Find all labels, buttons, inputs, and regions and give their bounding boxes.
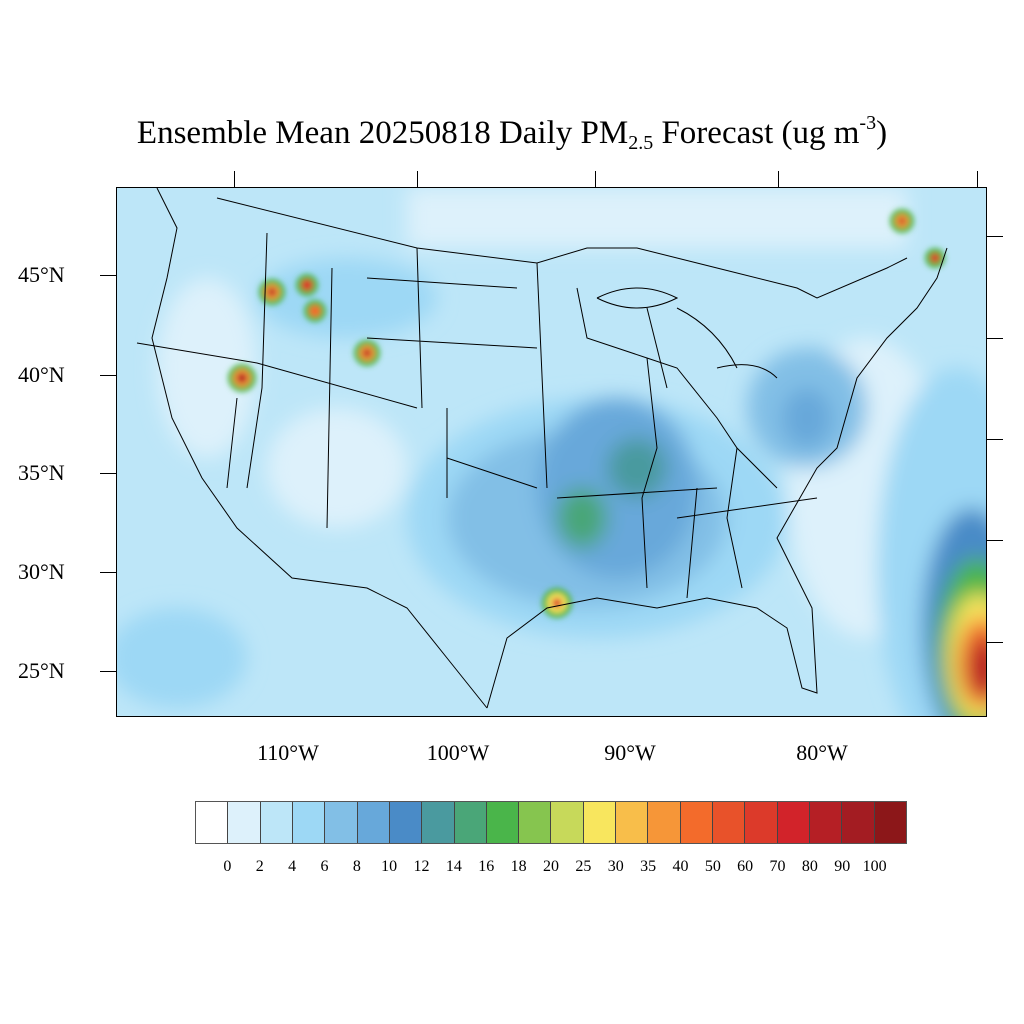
colorbar-level-label: 14 <box>445 858 462 875</box>
colorbar-swatch <box>874 802 906 843</box>
lat-label-45n: 45°N <box>18 262 65 287</box>
colorbar-level-label: 4 <box>288 858 297 875</box>
colorbar-swatch <box>519 802 552 843</box>
colorbar-level-label: 10 <box>381 858 398 875</box>
title-text-units: Forecast (ug m <box>653 115 860 151</box>
lat-label-30n: 30°N <box>18 559 65 584</box>
title-close: ) <box>876 115 888 151</box>
concentration-regions <box>117 188 986 716</box>
left-tick <box>100 473 116 474</box>
colorbar-level-label: 40 <box>672 858 689 875</box>
top-tick <box>595 171 596 187</box>
colorbar-swatch <box>389 802 423 843</box>
colorbar-swatch <box>260 802 293 843</box>
colorbar-level-label: 80 <box>801 858 818 875</box>
map-title: Ensemble Mean 20250818 Daily PM2.5 Forec… <box>0 112 1024 155</box>
colorbar-swatch <box>842 802 875 843</box>
colorbar-swatch <box>196 802 229 843</box>
right-tick <box>987 540 1003 541</box>
coastlines-and-borders <box>136 188 948 709</box>
colorbar-swatch <box>648 802 681 843</box>
colorbar-level-label: 18 <box>510 858 527 875</box>
pm25-field <box>117 188 986 716</box>
colorbar-level-label: 2 <box>255 858 264 875</box>
colorbar-swatch <box>357 802 390 843</box>
colorbar-swatch <box>292 802 326 843</box>
colorbar-swatch <box>454 802 487 843</box>
map-panel <box>116 187 987 717</box>
colorbar-level-label: 6 <box>320 858 329 875</box>
colorbar-level-label: 35 <box>640 858 657 875</box>
right-tick <box>987 236 1003 237</box>
colorbar-swatch <box>777 802 810 843</box>
colorbar-swatch <box>551 802 584 843</box>
colorbar-level-label: 20 <box>543 858 559 875</box>
title-text: Ensemble Mean 20250818 Daily PM <box>136 115 629 151</box>
colorbar-level-label: 50 <box>704 858 721 875</box>
left-tick <box>100 671 116 672</box>
lon-label-90w: 90°W <box>604 740 656 765</box>
lat-label-25n: 25°N <box>18 658 65 683</box>
colorbar-level-label: 100 <box>862 858 887 875</box>
left-tick <box>100 275 116 276</box>
top-tick <box>417 171 418 187</box>
right-tick <box>987 439 1003 440</box>
colorbar-swatch <box>680 802 713 843</box>
left-tick <box>100 375 116 376</box>
colorbar-swatch <box>745 802 778 843</box>
top-tick <box>778 171 779 187</box>
colorbar-level-label: 70 <box>769 858 786 875</box>
colorbar-level-label: 90 <box>834 858 851 875</box>
title-superscript: -3 <box>859 112 877 134</box>
colorbar-swatch <box>583 802 617 843</box>
title-subscript: 2.5 <box>628 132 654 154</box>
lon-label-110w: 110°W <box>257 740 319 765</box>
colorbar-level-label: 60 <box>737 858 754 875</box>
top-tick <box>234 171 235 187</box>
colorbar-swatch <box>228 802 261 843</box>
colorbar-swatch <box>486 802 520 843</box>
left-tick <box>100 572 116 573</box>
colorbar-swatch <box>809 802 843 843</box>
colorbar-swatch <box>616 802 649 843</box>
fire-hotspots <box>228 209 945 618</box>
colorbar-swatch <box>325 802 358 843</box>
colorbar-level-label: 30 <box>607 858 624 875</box>
right-tick <box>987 642 1003 643</box>
colorbar-level-label: 0 <box>223 858 232 875</box>
colorbar-swatch <box>713 802 746 843</box>
top-tick <box>977 171 978 187</box>
colorbar-level-label: 16 <box>478 858 495 875</box>
colorbar <box>195 801 907 844</box>
colorbar-level-label: 8 <box>352 858 361 875</box>
lon-label-100w: 100°W <box>426 740 490 765</box>
colorbar-level-label: 12 <box>413 858 430 875</box>
colorbar-level-label: 25 <box>575 858 592 875</box>
right-tick <box>987 338 1003 339</box>
lat-label-35n: 35°N <box>18 460 65 485</box>
lat-label-40n: 40°N <box>18 362 65 387</box>
colorbar-swatch <box>422 802 455 843</box>
lon-label-80w: 80°W <box>796 740 848 765</box>
